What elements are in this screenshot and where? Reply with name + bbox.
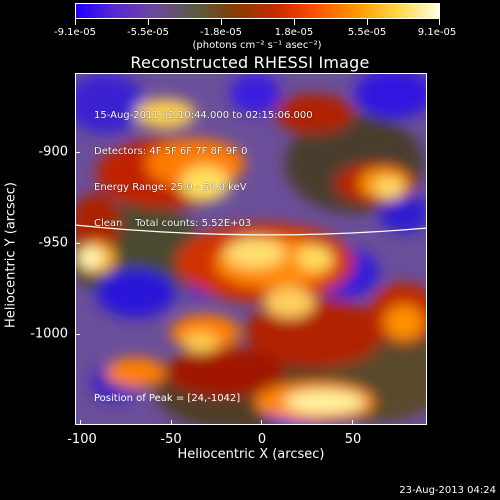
- timestamp: 23-Aug-2013 04:24: [399, 485, 496, 496]
- y-tick-label: -950: [38, 235, 68, 251]
- x-tick-mark: [261, 420, 262, 425]
- x-tick-label: 0: [257, 432, 267, 447]
- x-tick-label: 50: [344, 432, 362, 447]
- colorbar-tick-label: -5.5e-05: [127, 27, 169, 38]
- observation-info: 15-Aug-2011 02:10:44.000 to 02:15:06.000…: [94, 86, 313, 254]
- colorbar-tick-label: 9.1e-05: [417, 27, 457, 38]
- info-clean-counts: Clean Total counts: 5.52E+03: [94, 218, 252, 229]
- colorbar-units: (photons cm⁻² s⁻¹ asec⁻²): [192, 40, 322, 51]
- colorbar-tick-label: 1.8e-05: [274, 27, 314, 38]
- info-time-range: 15-Aug-2011 02:10:44.000 to 02:15:06.000: [94, 110, 313, 121]
- colorbar-tick-label: -1.8e-05: [200, 27, 242, 38]
- y-tick-mark: [75, 243, 80, 244]
- colorbar-tick-label: 5.5e-05: [347, 27, 387, 38]
- rhessi-image: [76, 74, 426, 424]
- x-tick-mark: [171, 420, 172, 425]
- peak-position: Position of Peak = [24,-1042]: [94, 393, 241, 404]
- x-tick-label: -100: [67, 432, 97, 447]
- info-detectors: Detectors: 4F 5F 6F 7F 8F 9F 0: [94, 146, 248, 157]
- y-tick-label: -900: [38, 144, 68, 160]
- y-axis-title-text: Heliocentric Y (arcsec): [3, 182, 19, 328]
- image-plot-area: 15-Aug-2011 02:10:44.000 to 02:15:06.000…: [75, 73, 427, 425]
- y-tick-mark: [75, 152, 80, 153]
- x-axis-title: Heliocentric X (arcsec): [177, 447, 325, 462]
- y-tick-label: -1000: [30, 326, 68, 342]
- info-energy-range: Energy Range: 25.0 - 50.0 keV: [94, 182, 247, 193]
- y-tick-mark: [75, 334, 80, 335]
- plot-title: Reconstructed RHESSI Image: [130, 53, 370, 72]
- x-tick-mark: [80, 420, 81, 425]
- colorbar: [75, 3, 440, 19]
- y-axis-title: Heliocentric Y (arcsec): [4, 182, 19, 328]
- colorbar-tick-label: -9.1e-05: [54, 27, 96, 38]
- x-tick-label: -50: [160, 432, 182, 447]
- x-tick-mark: [352, 420, 353, 425]
